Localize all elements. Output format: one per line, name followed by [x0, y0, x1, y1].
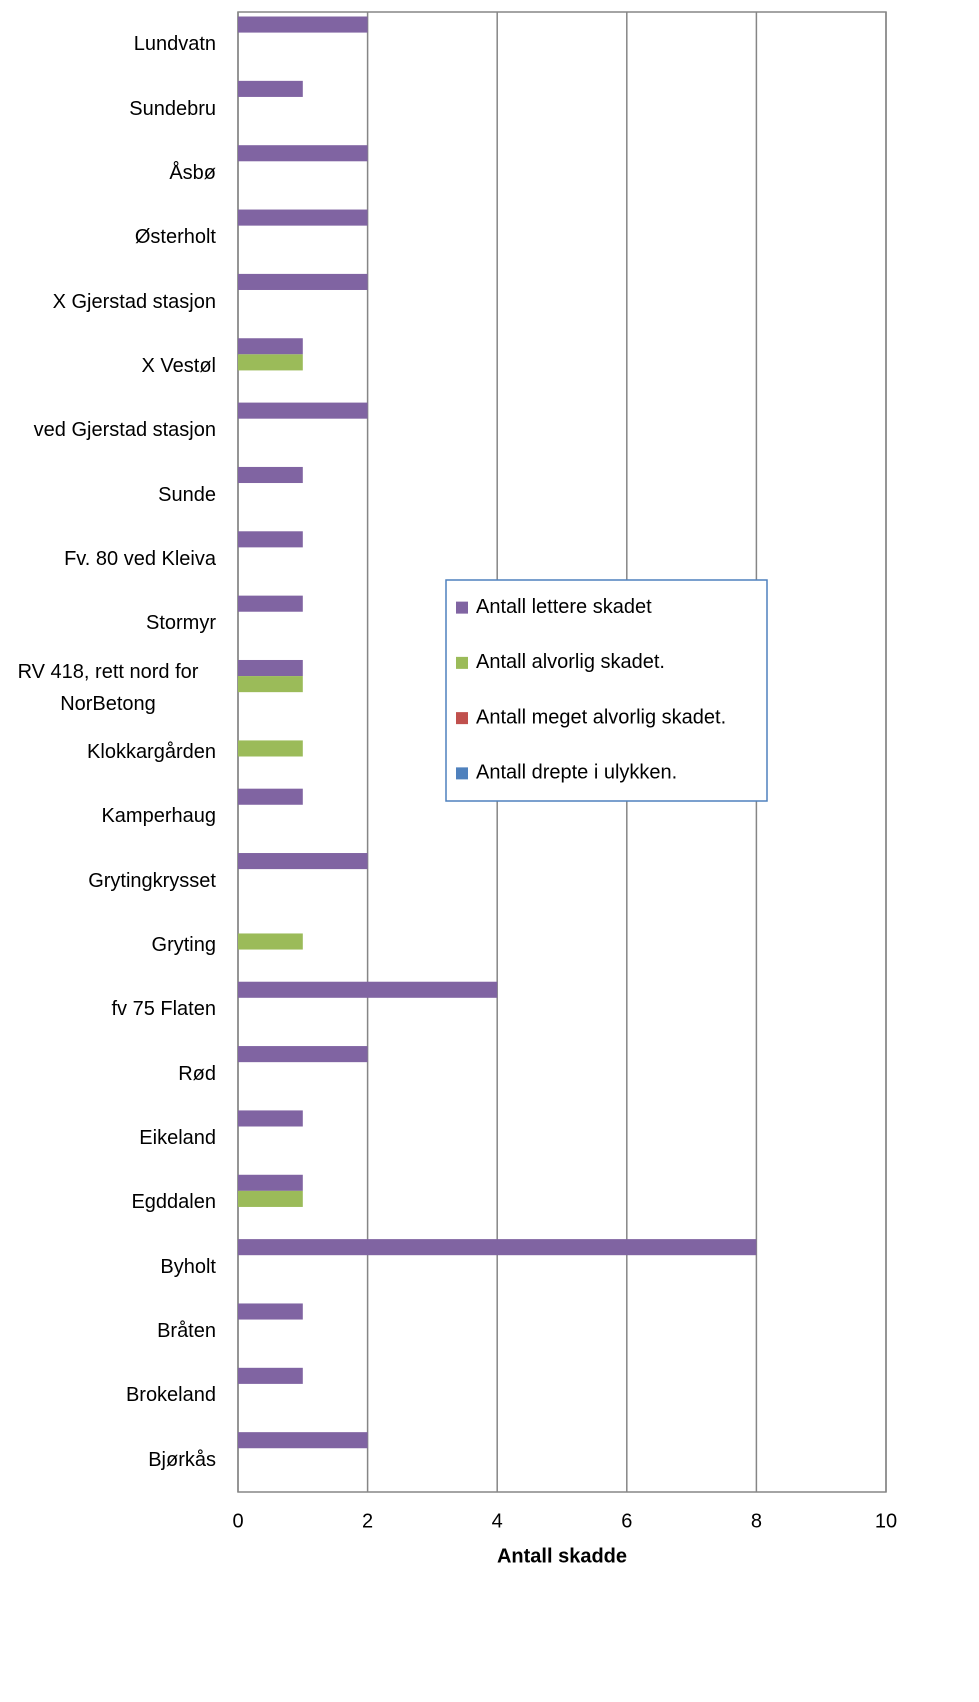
legend-box — [445, 579, 768, 802]
x-tick-label: 6 — [621, 1510, 632, 1532]
y-tick-label: Gryting — [151, 934, 216, 957]
y-tick-label: Bråten — [157, 1320, 216, 1343]
bar — [238, 531, 303, 548]
y-tick-label: ved Gjerstad stasjon — [33, 419, 216, 442]
legend-marker — [456, 601, 468, 614]
bar — [238, 1174, 303, 1191]
y-tick-label: RV 418, rett nord for NorBetong — [17, 660, 199, 715]
bar — [238, 273, 368, 290]
y-tick-label: Østerholt — [134, 226, 216, 249]
bar — [238, 1110, 303, 1127]
bar — [238, 80, 303, 97]
bar — [238, 595, 303, 612]
bar — [238, 16, 368, 33]
y-tick-label: Brokeland — [125, 1384, 216, 1407]
y-tick-label: Åsbø — [169, 161, 216, 184]
bar — [238, 354, 303, 371]
bar — [238, 1190, 303, 1207]
bar — [238, 740, 303, 757]
y-tick-label: Rød — [178, 1062, 216, 1085]
y-tick-label: Kamperhaug — [101, 805, 216, 828]
y-tick-label: Grytingkrysset — [88, 869, 216, 892]
legend-label: Antall lettere skadet — [476, 596, 652, 618]
bar — [238, 466, 303, 484]
bar — [238, 933, 303, 950]
y-tick-label: Sundebru — [129, 97, 216, 120]
legend-marker — [456, 656, 468, 669]
legend: Antall lettere skadet Antall alvorlig ska… — [445, 579, 768, 802]
legend-label: Antall drepte i ulykken. — [476, 762, 677, 784]
bar — [238, 1046, 368, 1063]
bar — [238, 1367, 303, 1384]
bar — [238, 1432, 368, 1449]
bar — [238, 145, 368, 162]
y-tick-label: Byholt — [160, 1255, 216, 1278]
y-tick-label: Stormyr — [146, 612, 216, 635]
x-tick-label: 2 — [362, 1510, 373, 1532]
bar — [238, 209, 368, 226]
x-tick-label: 8 — [751, 1510, 762, 1532]
bar — [238, 659, 303, 677]
y-tick-label: X Gjerstad stasjon — [52, 290, 216, 313]
x-axis-label: Antall skadde — [497, 1545, 627, 1567]
bar — [238, 402, 368, 419]
legend-marker — [456, 712, 468, 725]
x-tick-label: 10 — [875, 1510, 897, 1532]
y-tick-label: Sunde — [158, 483, 216, 506]
y-tick-label: X Vestøl — [141, 354, 216, 377]
bar — [238, 853, 368, 870]
y-tick-label: Fv. 80 ved Kleiva — [64, 547, 216, 570]
bar — [238, 788, 303, 805]
bar — [238, 1303, 303, 1320]
y-tick-label: Klokkargården — [87, 741, 216, 763]
x-tick-label: 0 — [232, 1510, 243, 1532]
legend-label: Antall meget alvorlig skadet. — [476, 706, 726, 728]
y-tick-label: fv 75 Flaten — [111, 998, 216, 1021]
bar — [238, 1239, 757, 1256]
bar — [238, 676, 303, 693]
y-tick-label: Egddalen — [131, 1191, 216, 1214]
y-tick-label: Bjørkås — [148, 1448, 216, 1471]
legend-marker — [456, 767, 468, 780]
legend-label: Antall alvorlig skadet. — [476, 651, 665, 673]
bar — [238, 338, 303, 355]
bar — [238, 981, 498, 998]
x-tick-label: 4 — [492, 1510, 503, 1532]
y-tick-label: Lundvatn — [133, 33, 216, 56]
y-tick-label: Eikeland — [139, 1127, 216, 1150]
